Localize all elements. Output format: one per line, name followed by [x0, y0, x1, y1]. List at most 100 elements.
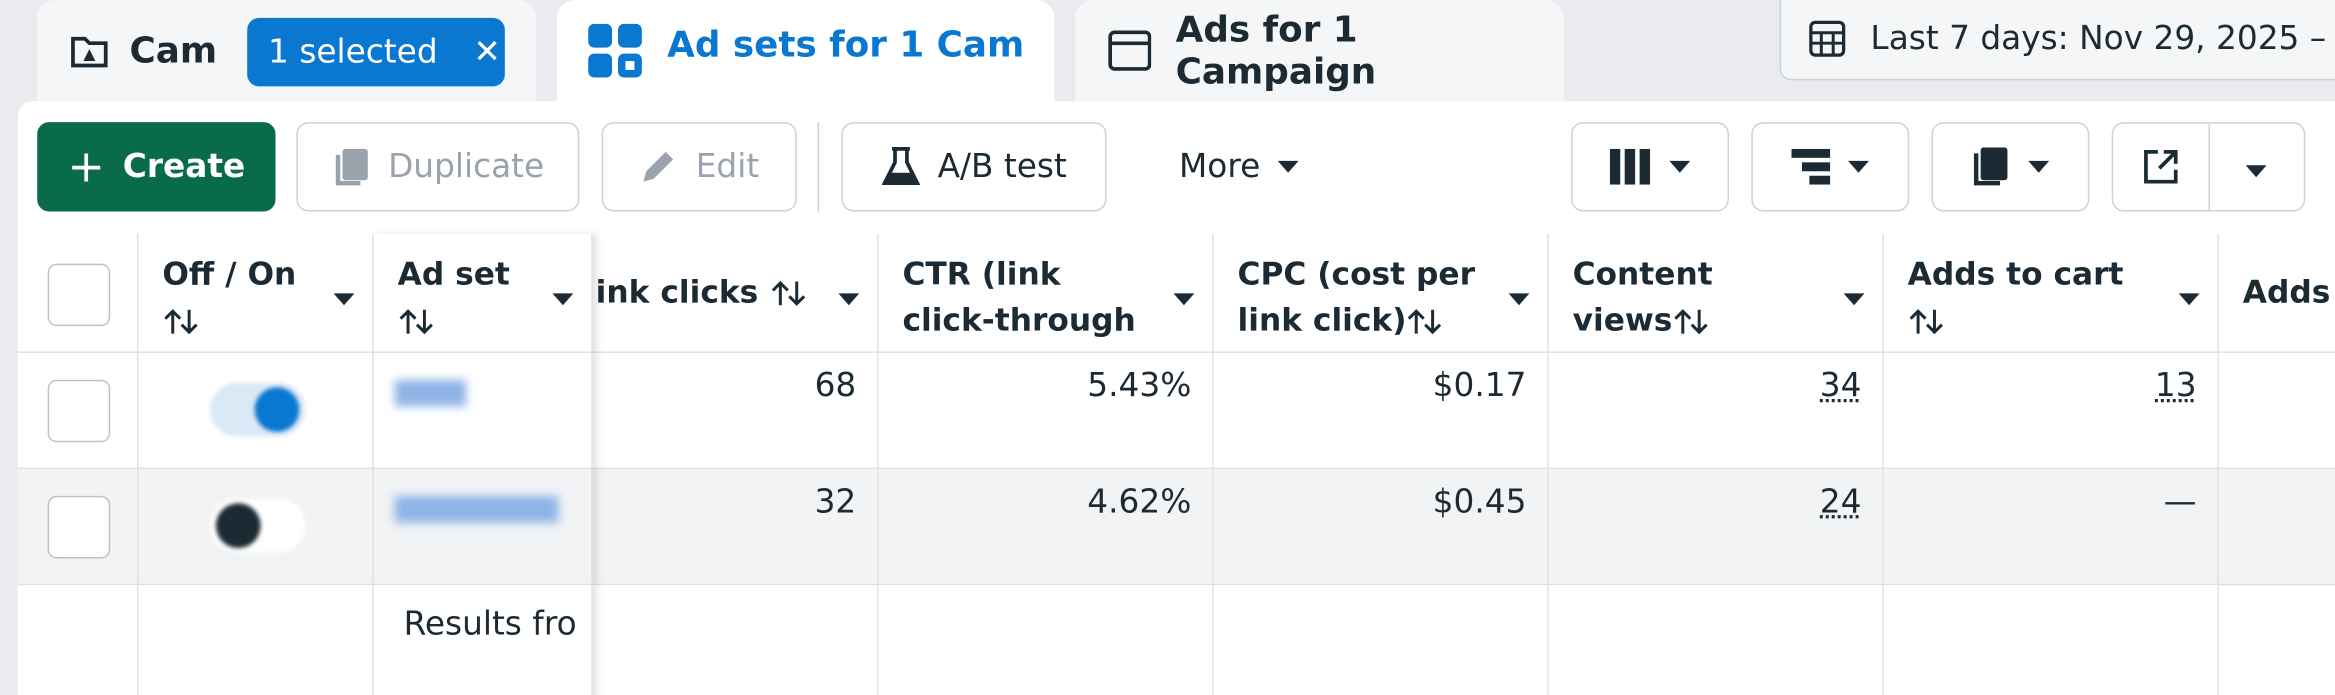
columns-icon: [1609, 148, 1651, 185]
cell-text: Ad set: [397, 256, 510, 292]
date-text: Last 7 days: Nov 29, 2025 – D: [1870, 20, 2335, 58]
folder-icon: [71, 36, 108, 68]
column-header[interactable]: Content views: [1548, 233, 1884, 353]
toggle-cell: [138, 352, 374, 470]
footer-cell: Results fro: [373, 585, 593, 695]
clear-icon[interactable]: ✕: [473, 33, 501, 71]
footer-cell: [592, 585, 879, 695]
export-button[interactable]: [2111, 122, 2306, 212]
footer-cell: [17, 585, 139, 695]
duplicate-button[interactable]: Duplicate: [296, 122, 580, 212]
metric-cell: 34: [1548, 352, 1884, 470]
more-button[interactable]: More: [1143, 122, 1335, 212]
breakdown-icon: [1791, 148, 1831, 185]
cell-text: 32: [814, 483, 857, 522]
checkbox-cell: [17, 352, 139, 470]
metric-cell: —: [1883, 469, 2219, 586]
cell-text: Adds to cart: [1907, 256, 2124, 292]
checkbox[interactable]: [47, 379, 111, 443]
button-label: Duplicate: [388, 148, 545, 186]
sort-icon[interactable]: [398, 307, 437, 337]
metric-cell: 13: [1883, 352, 2219, 470]
badge-text: 1 selected: [268, 33, 438, 71]
metric-cell: [2218, 469, 2335, 586]
cell-text: 24: [1819, 483, 1862, 522]
cell-text: Results fro: [403, 606, 577, 644]
reports-button[interactable]: [1931, 122, 2090, 212]
column-header[interactable]: CPC (cost per link click): [1213, 233, 1549, 353]
reports-icon: [1973, 147, 2008, 186]
ad-sets-table: Off / On Ad set ink clicks CTR (link click…: [17, 0, 2335, 695]
cell-text: CPC (cost per link click): [1237, 256, 1476, 339]
footer-cell: [1213, 585, 1549, 695]
ad-icon: [1108, 30, 1152, 71]
cell-text: 13: [2154, 367, 2197, 406]
metric-cell: $0.45: [1213, 469, 1549, 586]
metric-cell: 68: [592, 352, 879, 470]
sort-icon[interactable]: [162, 307, 201, 337]
column-header[interactable]: Ad set: [373, 233, 593, 353]
columns-button[interactable]: [1571, 122, 1729, 212]
metric-cell: 32: [592, 469, 879, 586]
flask-icon: [881, 147, 920, 186]
cell-text: CTR (link click-through rate…: [902, 256, 1136, 351]
blurred-name: [394, 495, 559, 523]
metric-cell: [2218, 352, 2335, 470]
cell-text: 68: [814, 367, 857, 406]
button-label: Create: [122, 148, 246, 186]
footer-cell: [1548, 585, 1884, 695]
ad-set-cell: [373, 469, 593, 586]
duplicate-icon: [335, 148, 368, 186]
cell-text: 34: [1819, 367, 1862, 406]
column-header[interactable]: CTR (link click-through rate…: [878, 233, 1214, 353]
date-picker[interactable]: Last 7 days: Nov 29, 2025 – D: [1779, 0, 2335, 81]
column-header[interactable]: Adds to cart: [1883, 233, 2219, 353]
button-label: More: [1179, 148, 1261, 186]
pencil-icon: [643, 151, 674, 182]
export-icon: [2143, 150, 2178, 184]
ab-test-button[interactable]: A/B test: [841, 122, 1107, 212]
column-header[interactable]: Off / On: [138, 233, 374, 353]
ad-sets-tab[interactable]: Ad sets for 1 Campa: [556, 0, 1055, 102]
cell-text: Content views: [1572, 256, 1713, 339]
footer-cell: [138, 585, 374, 695]
metric-cell: $0.17: [1213, 352, 1549, 470]
header-cell: [17, 233, 139, 353]
selected-badge[interactable]: 1 selected ✕: [247, 17, 505, 87]
cell-text: 4.62%: [1087, 483, 1192, 522]
cell-text: $0.45: [1432, 483, 1527, 522]
toggle-cell: [138, 469, 374, 586]
breakdown-button[interactable]: [1751, 122, 1910, 212]
metric-cell: 4.62%: [878, 469, 1214, 586]
tab-label: Ads for 1 Campaign: [1175, 8, 1377, 93]
sort-icon[interactable]: [1908, 307, 1947, 337]
metric-cell: 5.43%: [878, 352, 1214, 470]
ad-set-cell: [373, 352, 593, 470]
checkbox[interactable]: [47, 495, 111, 559]
button-label: A/B test: [937, 148, 1067, 186]
blurred-name: [394, 379, 467, 407]
toggle[interactable]: [209, 382, 306, 437]
cell-text: 5.43%: [1087, 367, 1192, 406]
column-header[interactable]: ink clicks: [592, 233, 879, 353]
checkbox[interactable]: [47, 263, 111, 327]
checkbox-cell: [17, 469, 139, 586]
create-button[interactable]: + Create: [37, 122, 276, 212]
calendar-icon: [1809, 20, 1846, 57]
footer-cell: [878, 585, 1214, 695]
sort-icon[interactable]: [1672, 307, 1711, 337]
sort-icon[interactable]: [769, 278, 808, 308]
sort-icon[interactable]: [1407, 307, 1446, 337]
toggle[interactable]: [209, 498, 306, 553]
ads-tab[interactable]: Ads for 1 Campaign: [1075, 0, 1564, 102]
cell-text: ink clicks: [595, 274, 759, 310]
separator: [817, 122, 820, 212]
column-header[interactable]: Adds paym: [2218, 234, 2335, 353]
metric-cell: 24: [1548, 469, 1884, 586]
edit-button[interactable]: Edit: [601, 122, 797, 212]
grid-icon: [588, 23, 642, 78]
footer-cell: [1883, 585, 2219, 695]
